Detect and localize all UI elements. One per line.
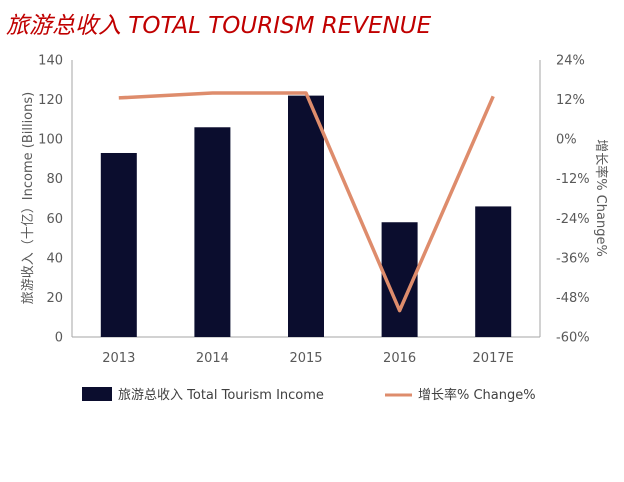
- wechat-icon: ✉: [502, 447, 517, 468]
- tick-labels: 0 20 40 60 80 100 120 140 -60% -48% -36% -24% -12% 0%…: [38, 54, 589, 367]
- y2-tick-label: 0%: [556, 133, 577, 148]
- x-tick-label: 2013: [102, 351, 135, 366]
- y2-tick-label: 12%: [556, 93, 585, 108]
- bar: [100, 152, 137, 337]
- y-tick-label: 40: [46, 251, 63, 266]
- x-tick-label: 2017E: [473, 351, 514, 366]
- legend-bar-label: 旅游总收入 Total Tourism Income: [118, 388, 324, 403]
- y-axis-label: 旅游收入（十亿）Income (Billions): [21, 92, 36, 304]
- y2-tick-label: -60%: [556, 331, 590, 346]
- y2-axis-label: 增长率% Change%: [593, 139, 609, 257]
- bar: [475, 206, 512, 337]
- y-tick-label: 60: [46, 212, 63, 227]
- y2-tick-label: -36%: [556, 251, 590, 266]
- y-tick-label: 80: [46, 172, 63, 187]
- legend: 旅游总收入 Total Tourism Income 增长率% Change%: [82, 387, 536, 403]
- x-tick-label: 2015: [289, 351, 322, 366]
- bar: [288, 95, 324, 337]
- y2-tick-label: -24%: [556, 212, 590, 227]
- y2-tick-label: -12%: [556, 172, 590, 187]
- watermark-text: HVS豪威盛: [526, 450, 592, 466]
- y-tick-label: 0: [55, 331, 63, 346]
- watermark: ✉ HVS豪威盛: [502, 447, 592, 468]
- y2-tick-label: -48%: [556, 291, 590, 306]
- y-tick-label: 140: [38, 54, 63, 69]
- bar-series: [100, 95, 512, 338]
- y-tick-label: 20: [46, 291, 63, 306]
- change-line-series: [118, 91, 495, 313]
- x-tick-label: 2016: [383, 351, 416, 366]
- legend-line-label: 增长率% Change%: [418, 387, 536, 403]
- y2-tick-label: 24%: [556, 54, 585, 69]
- chart-title: 旅游总收入 TOTAL TOURISM REVENUE: [6, 13, 432, 39]
- change-line: [118, 91, 495, 313]
- y-tick-label: 120: [38, 93, 63, 108]
- legend-bar-swatch: [82, 387, 112, 401]
- x-tick-label: 2014: [196, 351, 229, 366]
- y-tick-label: 100: [38, 133, 63, 148]
- bar: [194, 127, 231, 338]
